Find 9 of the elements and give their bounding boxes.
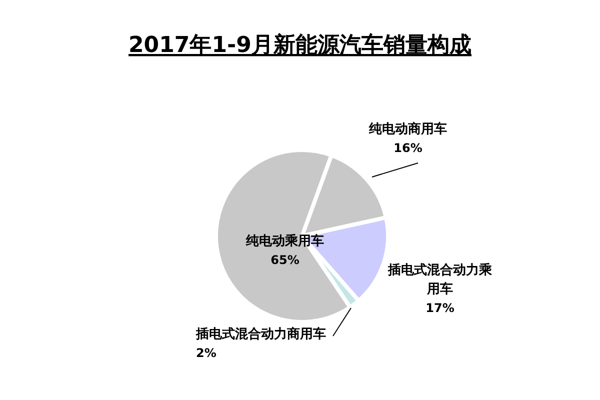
slice-label: 纯电动商用车 bbox=[368, 121, 447, 137]
slice-label: 插电式混合动力商用车 bbox=[195, 326, 326, 342]
slice-label: 插电式混合动力乘用车 bbox=[387, 262, 493, 297]
chart-title: 2017年1-9月新能源汽车销量构成 bbox=[128, 32, 472, 58]
data-label: 2% bbox=[196, 346, 216, 360]
data-label: 17% bbox=[426, 301, 454, 315]
slice-label: 纯电动乘用车 bbox=[245, 233, 324, 249]
data-label: 65% bbox=[270, 253, 300, 267]
data-label: 16% bbox=[394, 141, 422, 155]
